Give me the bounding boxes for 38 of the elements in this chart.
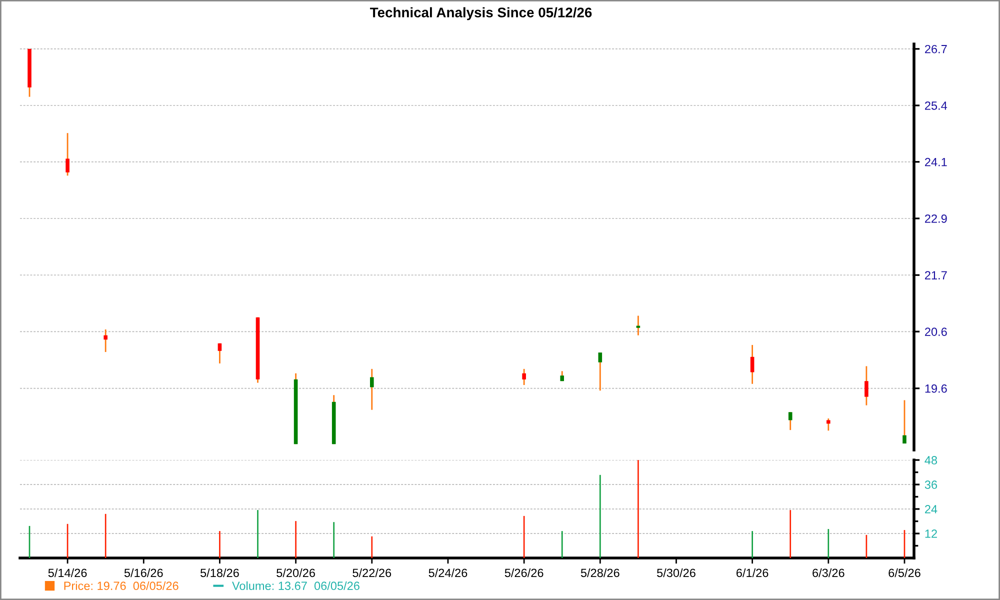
text: Price: 19.76 06/05/26 — [64, 581, 178, 590]
x-tick-label: 6/5/26 — [888, 568, 920, 578]
candlestick — [522, 368, 526, 386]
candlestick — [66, 132, 70, 176]
candlestick — [598, 352, 602, 392]
x-tick-label: 5/14/26 — [48, 568, 87, 578]
x-tick-label: 6/3/26 — [812, 568, 844, 578]
x-tick-label: 5/28/26 — [580, 568, 620, 578]
candlestick — [104, 328, 108, 353]
y-tick-label: 20.6 — [925, 328, 947, 336]
x-tick-label: 5/30/26 — [657, 568, 696, 578]
y-tick-label: 36 — [924, 480, 938, 489]
y-tick-label: 21.7 — [925, 271, 947, 280]
x-tick-label: 5/26/26 — [504, 568, 544, 578]
y-tick-label: 19.6 — [925, 384, 947, 393]
candlestick — [864, 365, 868, 406]
y-tick-label: 24.1 — [925, 158, 947, 166]
candlestick — [218, 342, 222, 364]
candlestick — [788, 411, 792, 431]
candlestick — [750, 344, 754, 385]
x-tick-label: 5/18/26 — [200, 568, 239, 578]
x-tick-label: 5/24/26 — [428, 568, 468, 578]
x-tick-label: 5/16/26 — [124, 568, 163, 578]
y-tick-label: 22.9 — [925, 214, 947, 223]
candlestick — [826, 418, 830, 432]
y-tick-label: 48 — [924, 456, 938, 464]
candlestick — [370, 368, 374, 411]
x-tick-label: 6/1/26 — [736, 568, 768, 578]
text: Volume: 13.67 06/05/26 — [232, 581, 360, 590]
y-tick-label: 26.7 — [925, 44, 947, 54]
y-tick-label: 25.4 — [925, 101, 948, 110]
y-tick-label: 24 — [925, 505, 938, 514]
candlestick — [902, 399, 906, 444]
y-tick-label: 12 — [925, 530, 937, 538]
chart-title: Technical Analysis Since 05/12/26 — [370, 7, 592, 20]
x-tick-label: 5/20/26 — [276, 568, 315, 578]
x-tick-label: 5/22/26 — [352, 568, 392, 578]
candlestick — [636, 315, 640, 336]
